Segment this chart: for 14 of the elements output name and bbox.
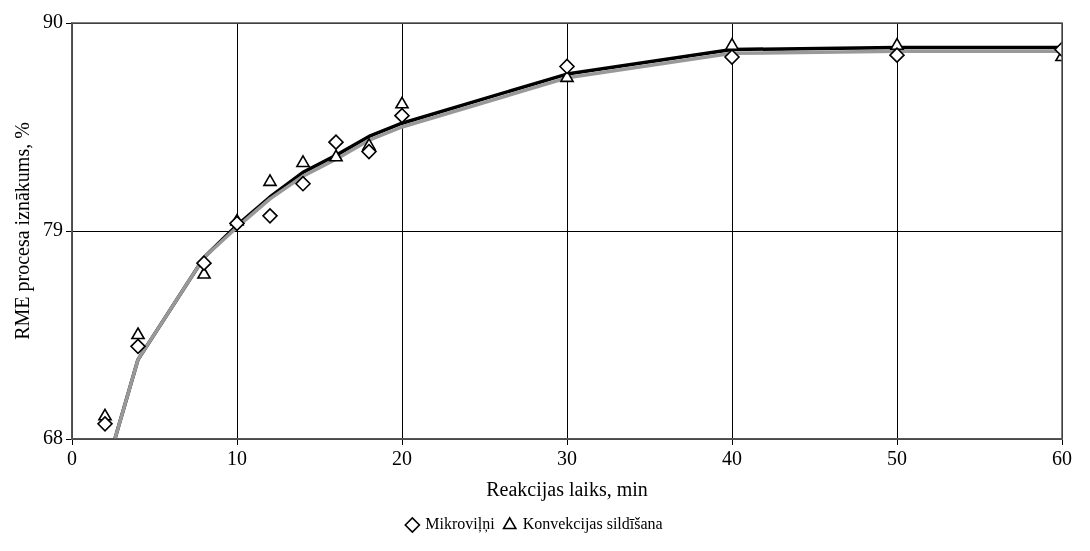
x-tick-label: 20 <box>392 447 412 470</box>
x-tick-label: 0 <box>67 447 77 470</box>
x-tick-label: 30 <box>557 447 577 470</box>
x-axis-title: Reakcijas laiks, min <box>486 478 648 502</box>
y-tick-label: 68 <box>43 426 63 449</box>
y-tick-label: 90 <box>43 10 63 33</box>
x-tick-label: 50 <box>887 447 907 470</box>
y-axis-title: RME procesa iznākums, % <box>11 122 35 340</box>
legend-label: Konvekcijas sildīšana <box>522 515 663 534</box>
legend-label: Mikroviļņi <box>425 515 496 534</box>
x-tick-label: 40 <box>722 447 742 470</box>
y-tick-label: 79 <box>43 218 63 241</box>
x-tick-label: 10 <box>227 447 247 470</box>
x-tick-label: 60 <box>1052 447 1072 470</box>
